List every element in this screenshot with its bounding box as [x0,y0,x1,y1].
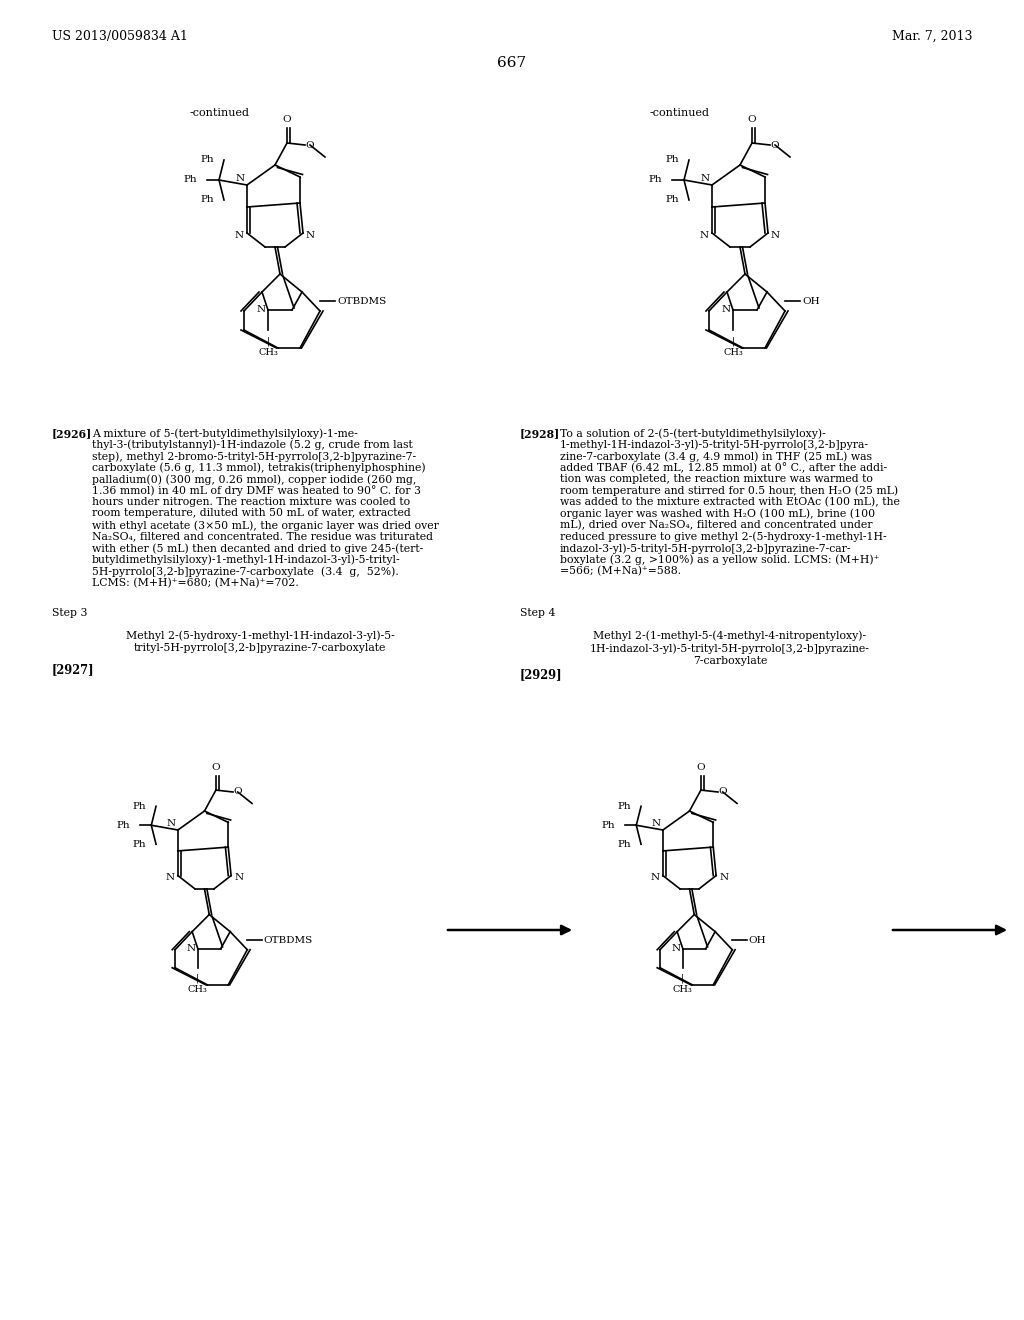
Text: [2928]: [2928] [520,428,560,440]
Text: Mar. 7, 2013: Mar. 7, 2013 [892,30,972,44]
Text: |: | [266,337,269,346]
Text: palladium(0) (300 mg, 0.26 mmol), copper iodide (260 mg,: palladium(0) (300 mg, 0.26 mmol), copper… [92,474,417,484]
Text: with ether (5 mL) then decanted and dried to give 245-(tert-: with ether (5 mL) then decanted and drie… [92,543,423,553]
Text: N: N [234,873,244,882]
Text: Ph: Ph [602,821,615,830]
Text: OH: OH [802,297,819,305]
Text: Ph: Ph [617,801,632,810]
Text: 7-carboxylate: 7-carboxylate [693,656,767,667]
Text: -continued: -continued [650,108,710,117]
Text: Ph: Ph [117,821,130,830]
Text: 667: 667 [498,55,526,70]
Text: N: N [186,944,196,953]
Text: O: O [696,763,706,772]
Text: Ph: Ph [648,176,662,185]
Text: Ph: Ph [201,156,214,165]
Text: room temperature and stirred for 0.5 hour, then H₂O (25 mL): room temperature and stirred for 0.5 hou… [560,486,898,496]
Text: Step 4: Step 4 [520,609,555,618]
Text: N: N [167,818,176,828]
Text: N: N [771,231,780,239]
Text: O: O [283,115,291,124]
Text: O: O [233,788,242,796]
Text: |: | [197,973,200,983]
Text: O: O [212,763,220,772]
Text: Ph: Ph [201,195,214,205]
Text: added TBAF (6.42 mL, 12.85 mmol) at 0° C., after the addi-: added TBAF (6.42 mL, 12.85 mmol) at 0° C… [560,462,887,473]
Text: LCMS: (M+H)⁺=680; (M+Na)⁺=702.: LCMS: (M+H)⁺=680; (M+Na)⁺=702. [92,578,299,587]
Text: Ph: Ph [133,801,146,810]
Text: OTBDMS: OTBDMS [337,297,386,305]
Text: tion was completed, the reaction mixture was warmed to: tion was completed, the reaction mixture… [560,474,872,484]
Text: N: N [306,231,315,239]
Text: 5H-pyrrolo[3,2-b]pyrazine-7-carboxylate  (3.4  g,  52%).: 5H-pyrrolo[3,2-b]pyrazine-7-carboxylate … [92,566,398,577]
Text: room temperature, diluted with 50 mL of water, extracted: room temperature, diluted with 50 mL of … [92,508,411,519]
Text: CH₃: CH₃ [723,348,743,356]
Text: N: N [166,873,175,882]
Text: =566; (M+Na)⁺=588.: =566; (M+Na)⁺=588. [560,566,681,577]
Text: CH₃: CH₃ [258,348,278,356]
Text: Step 3: Step 3 [52,609,87,618]
Text: [2929]: [2929] [520,668,562,681]
Text: -continued: -continued [190,108,250,117]
Text: 1.36 mmol) in 40 mL of dry DMF was heated to 90° C. for 3: 1.36 mmol) in 40 mL of dry DMF was heate… [92,486,421,496]
Text: OTBDMS: OTBDMS [263,936,312,945]
Text: N: N [700,174,710,183]
Text: carboxylate (5.6 g, 11.3 mmol), tetrakis(triphenylphosphine): carboxylate (5.6 g, 11.3 mmol), tetrakis… [92,462,426,473]
Text: A mixture of 5-(tert-butyldimethylsilyloxy)-1-me-: A mixture of 5-(tert-butyldimethylsilylo… [92,428,357,438]
Text: boxylate (3.2 g, >100%) as a yellow solid. LCMS: (M+H)⁺: boxylate (3.2 g, >100%) as a yellow soli… [560,554,880,565]
Text: zine-7-carboxylate (3.4 g, 4.9 mmol) in THF (25 mL) was: zine-7-carboxylate (3.4 g, 4.9 mmol) in … [560,451,872,462]
Text: [2926]: [2926] [52,428,92,440]
Text: mL), dried over Na₂SO₄, filtered and concentrated under: mL), dried over Na₂SO₄, filtered and con… [560,520,872,531]
Text: CH₃: CH₃ [188,985,208,994]
Text: O: O [305,140,313,149]
Text: O: O [770,140,778,149]
Text: Ph: Ph [617,840,632,849]
Text: N: N [672,944,681,953]
Text: Ph: Ph [133,840,146,849]
Text: organic layer was washed with H₂O (100 mL), brine (100: organic layer was washed with H₂O (100 m… [560,508,876,519]
Text: was added to the mixture extracted with EtOAc (100 mL), the: was added to the mixture extracted with … [560,498,900,507]
Text: step), methyl 2-bromo-5-trityl-5H-pyrrolo[3,2-b]pyrazine-7-: step), methyl 2-bromo-5-trityl-5H-pyrrol… [92,451,416,462]
Text: O: O [718,788,727,796]
Text: N: N [699,231,709,239]
Text: Ph: Ph [666,195,679,205]
Text: trityl-5H-pyrrolo[3,2-b]pyrazine-7-carboxylate: trityl-5H-pyrrolo[3,2-b]pyrazine-7-carbo… [134,643,386,653]
Text: |: | [731,337,734,346]
Text: N: N [722,305,731,314]
Text: 1H-indazol-3-yl)-5-trityl-5H-pyrrolo[3,2-b]pyrazine-: 1H-indazol-3-yl)-5-trityl-5H-pyrrolo[3,2… [590,643,870,653]
Text: Ph: Ph [666,156,679,165]
Text: OH: OH [749,936,766,945]
Text: N: N [236,174,245,183]
Text: N: N [651,873,659,882]
Text: CH₃: CH₃ [673,985,693,994]
Text: N: N [257,305,266,314]
Text: |: | [681,973,684,983]
Text: with ethyl acetate (3×50 mL), the organic layer was dried over: with ethyl acetate (3×50 mL), the organi… [92,520,439,531]
Text: reduced pressure to give methyl 2-(5-hydroxy-1-methyl-1H-: reduced pressure to give methyl 2-(5-hyd… [560,532,887,543]
Text: O: O [748,115,757,124]
Text: hours under nitrogen. The reaction mixture was cooled to: hours under nitrogen. The reaction mixtu… [92,498,411,507]
Text: N: N [234,231,244,239]
Text: Methyl 2-(5-hydroxy-1-methyl-1H-indazol-3-yl)-5-: Methyl 2-(5-hydroxy-1-methyl-1H-indazol-… [126,630,394,640]
Text: N: N [651,818,660,828]
Text: butyldimethylsilyloxy)-1-methyl-1H-indazol-3-yl)-5-trityl-: butyldimethylsilyloxy)-1-methyl-1H-indaz… [92,554,400,565]
Text: [2927]: [2927] [52,663,94,676]
Text: US 2013/0059834 A1: US 2013/0059834 A1 [52,30,187,44]
Text: 1-methyl-1H-indazol-3-yl)-5-trityl-5H-pyrrolo[3,2-b]pyra-: 1-methyl-1H-indazol-3-yl)-5-trityl-5H-py… [560,440,869,450]
Text: Ph: Ph [183,176,197,185]
Text: Na₂SO₄, filtered and concentrated. The residue was triturated: Na₂SO₄, filtered and concentrated. The r… [92,532,433,541]
Text: N: N [719,873,728,882]
Text: To a solution of 2-(5-(tert-butyldimethylsilyloxy)-: To a solution of 2-(5-(tert-butyldimethy… [560,428,825,438]
Text: thyl-3-(tributylstannyl)-1H-indazole (5.2 g, crude from last: thyl-3-(tributylstannyl)-1H-indazole (5.… [92,440,413,450]
Text: indazol-3-yl)-5-trityl-5H-pyrrolo[3,2-b]pyrazine-7-car-: indazol-3-yl)-5-trityl-5H-pyrrolo[3,2-b]… [560,543,852,553]
Text: Methyl 2-(1-methyl-5-(4-methyl-4-nitropentyloxy)-: Methyl 2-(1-methyl-5-(4-methyl-4-nitrope… [594,630,866,640]
